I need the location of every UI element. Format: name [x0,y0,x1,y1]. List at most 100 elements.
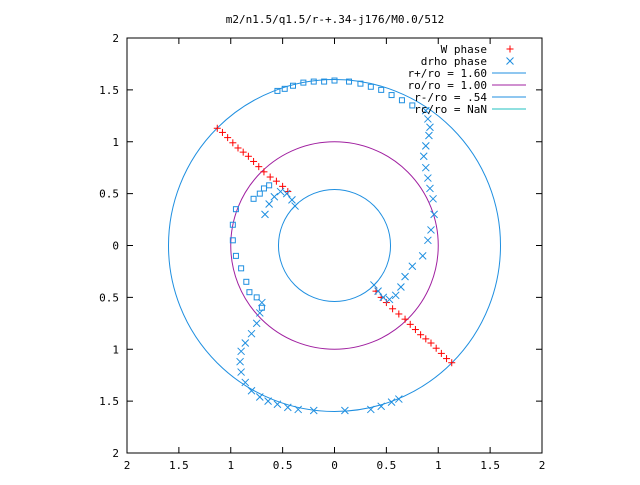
r-ro-1-60-point [238,265,245,272]
r-ro-1-60-point [398,97,405,104]
r-ro-1-60-point [388,92,395,99]
w-phase-point [448,359,456,367]
w-phase-point [411,326,419,334]
r-ro-1-60-point [250,195,257,202]
x-tick-label: 1 [227,459,234,472]
drho-phase-point [424,115,432,123]
drho-phase-point [379,293,388,302]
drho-phase-point [237,368,245,376]
drho-phase-point [291,202,299,210]
r-ro-1-60-point [331,77,338,84]
legend-label: r+/ro = 1.60 [408,67,487,80]
r-ro-1-60-point [310,78,317,85]
drho-phase-point [264,397,272,405]
drho-phase-point [430,210,438,219]
drho-phase-point [419,152,428,161]
w-phase-point [389,305,397,313]
circle-r-ro-54 [277,188,392,303]
legend-label: drho phase [421,55,487,68]
drho-phase-point [241,378,250,387]
legend-label: r-/ro = .54 [414,91,487,104]
w-phase-point [272,177,280,185]
drho-phase-point [241,339,250,347]
drho-phase-point [282,189,291,198]
drho-phase-point [426,123,434,132]
circle-ro-ro-1-00 [230,141,439,350]
drho-phase-point [394,395,403,403]
w-phase-point [239,148,247,156]
drho-phase-point [391,291,400,300]
drho-phase-point [397,283,405,291]
drho-phase-point [247,329,256,338]
r-ro-1-60-point [378,86,385,93]
x-tick-label: 1 [435,459,442,472]
w-phase-point [406,320,414,328]
y-tick-label: 0.5 [99,188,119,201]
w-phase-point [437,349,445,357]
x-tick-label: 0.5 [273,459,293,472]
w-phase-point [224,134,232,142]
w-phase-point [284,188,292,196]
x-tick-label: 0 [331,459,338,472]
drho-phase-point [294,405,303,414]
x-tick-label: 1.5 [169,459,189,472]
w-phase-point [266,173,274,181]
r-ro-1-60-point [346,78,353,85]
w-phase-point [250,157,258,165]
circle-r-ro-1-60 [168,79,501,412]
y-tick-label: 1 [112,343,119,356]
drho-phase-point [283,403,292,412]
drho-phase-point [424,236,432,245]
w-phase-point [401,315,409,323]
r-ro-1-60-point [266,182,273,189]
x-tick-label: 2 [124,459,131,472]
y-tick-label: 1 [112,136,119,149]
w-phase-point [260,168,268,176]
r-ro-1-60-point [357,80,364,87]
w-phase-point [255,163,263,171]
y-tick-label: 0 [112,240,119,253]
r-ro-1-60-point [256,190,263,197]
y-tick-label: 0.5 [99,291,119,304]
r-ro-1-60-point [300,79,307,86]
x-tick-label: 0.5 [376,459,396,472]
drho-phase-point [276,187,285,196]
drho-phase-point [273,400,282,409]
drho-phase-point [426,184,434,193]
drho-phase-point [421,106,430,115]
r-ro-1-60-point [281,85,288,92]
drho-phase-point [401,272,409,281]
r-ro-1-60-point [274,87,281,94]
drho-phase-point [418,252,427,260]
drho-phase-point [385,295,394,304]
y-tick-label: 1.5 [99,84,119,97]
drho-phase-point [261,210,269,219]
r-ro-1-60-point [243,278,250,285]
drho-phase-point [408,262,417,271]
drho-phase-point [270,192,279,201]
y-tick-label: 2 [112,32,119,45]
w-phase-point [218,128,226,136]
w-phase-point [244,152,252,160]
r-ro-1-60-point [409,102,416,109]
y-tick-label: 2 [112,447,119,460]
r-ro-1-60-point [232,206,239,213]
y-tick-label: 1.5 [99,395,119,408]
w-phase-point [417,331,425,339]
r-ro-1-60-point [290,82,296,89]
r-ro-1-60-point [232,252,239,259]
drho-phase-point [255,393,264,401]
legend-label: W phase [441,43,487,56]
drho-phase-point [421,163,430,172]
r-ro-1-60-point [260,185,267,192]
drho-phase-point [429,194,437,203]
w-phase-point [422,335,430,343]
drho-phase-point [425,131,433,140]
r-ro-1-60-point [258,304,265,311]
r-ro-1-60-point [321,78,328,85]
drho-phase-point [247,386,256,395]
drho-phase-point [424,174,432,182]
r-ro-1-60-point [253,294,260,301]
drho-phase-point [252,319,261,328]
